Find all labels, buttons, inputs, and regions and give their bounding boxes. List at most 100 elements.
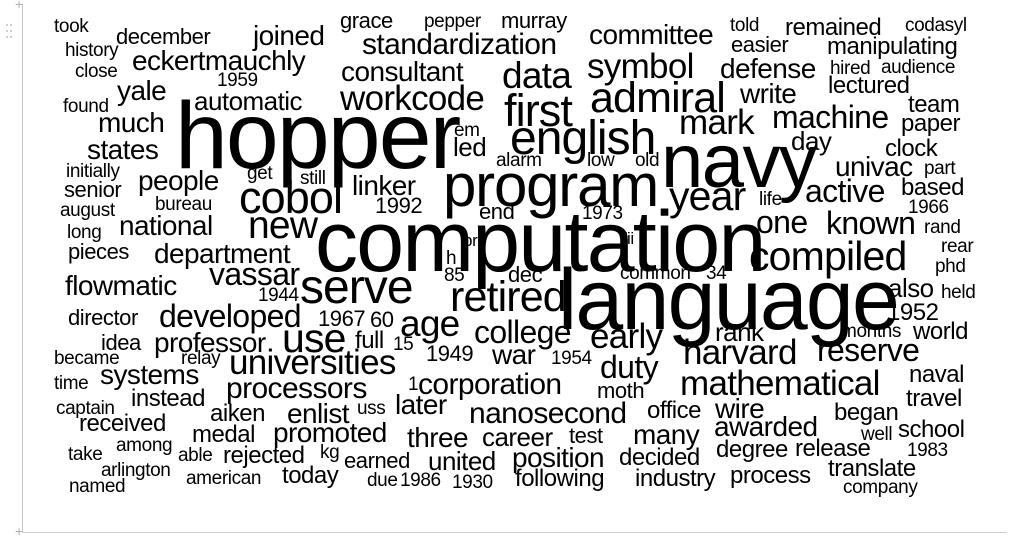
word-yale: yale (117, 75, 167, 106)
word-1930: 1930 (452, 472, 493, 493)
word-developed: developed (159, 298, 302, 334)
word-murray: murray (501, 8, 567, 33)
word-lectured: lectured (828, 72, 910, 99)
word-1: 1 (408, 374, 419, 395)
word-mark: mark (679, 103, 755, 142)
word-known: known (826, 205, 916, 241)
word-corporation: corporation (418, 368, 562, 401)
word-three: three (407, 422, 469, 453)
word-standardization: standardization (362, 28, 557, 61)
word-named: named (69, 476, 126, 497)
word-mathematical: mathematical (680, 364, 880, 403)
word-promoted: promoted (273, 417, 387, 448)
word-common: common (620, 263, 691, 284)
word-well: well (861, 424, 893, 445)
word-position: position (512, 442, 605, 473)
word-1954: 1954 (551, 348, 592, 369)
word-part: part (924, 158, 956, 179)
word-computation: computation (315, 194, 766, 290)
word-naval: naval (909, 361, 964, 388)
word-told: told (730, 15, 760, 36)
word-months: months (841, 321, 902, 342)
word-15: 15 (393, 334, 414, 355)
word-team: team (908, 91, 960, 118)
word-august: august (60, 200, 115, 221)
word-bureau: bureau (155, 194, 212, 215)
word-states: states (87, 134, 159, 165)
word-united: united (428, 446, 496, 476)
word-take: take (68, 444, 103, 465)
word-one: one (756, 204, 808, 240)
word-1959: 1959 (217, 70, 258, 91)
word-idea: idea (101, 330, 141, 355)
word-end: end (479, 199, 515, 224)
word-took: took (54, 16, 89, 37)
word-hopper: hopper (175, 83, 461, 189)
word-senior: senior (64, 177, 122, 202)
word-univac: univac (835, 151, 913, 182)
word-company: company (843, 477, 918, 498)
word-low: low (587, 150, 615, 171)
word-linker: linker (352, 170, 416, 201)
word-also: also (888, 273, 934, 303)
word-1967: 1967 (318, 306, 366, 331)
word-long: long (67, 222, 102, 243)
word-active: active (805, 173, 885, 209)
word-phd: phd (935, 256, 966, 277)
word-first: first (504, 85, 573, 136)
word-get: get (247, 163, 273, 184)
word-medal: medal (192, 421, 255, 448)
word-h: h (446, 248, 457, 269)
word-year: year (669, 173, 746, 219)
word-retired: retired (450, 273, 567, 321)
word-english: english (510, 112, 656, 165)
word-ii: ii (627, 229, 634, 248)
word-processors: processors (226, 372, 367, 405)
word-wire: wire (715, 393, 765, 424)
left-guide-line (22, 4, 23, 532)
word-eckertmauchly: eckertmauchly (132, 45, 306, 76)
word-enlist: enlist (287, 398, 350, 429)
word-later: later (395, 389, 447, 420)
word-alarm: alarm (496, 150, 542, 171)
word-career: career (482, 422, 553, 452)
word-new: new (248, 204, 318, 247)
word-awarded: awarded (714, 411, 818, 442)
word-duty: duty (600, 349, 659, 385)
drag-handle-icon[interactable] (6, 24, 12, 40)
word-60: 60 (370, 307, 394, 332)
word-office: office (647, 397, 702, 424)
word-war: war (492, 339, 536, 370)
word-defense: defense (720, 53, 816, 84)
word-1966: 1966 (908, 197, 949, 218)
word-many: many (633, 419, 700, 450)
word-symbol: symbol (587, 47, 694, 86)
word-rand: rand (924, 217, 961, 238)
word-use: use (282, 315, 346, 361)
word-captain: captain (56, 398, 115, 419)
word-early: early (590, 317, 663, 356)
word-flowmatic: flowmatic (65, 270, 177, 301)
word-harvard: harvard (683, 333, 797, 372)
word-uss: uss (357, 398, 386, 419)
word-held: held (941, 282, 976, 303)
word-universities: universities (229, 343, 396, 382)
word-data: data (502, 55, 572, 96)
word-degree: degree (716, 436, 788, 463)
word-travel: travel (906, 385, 962, 412)
word-clock: clock (885, 135, 938, 162)
word-1992: 1992 (375, 193, 423, 218)
word-remained: remained (785, 14, 882, 41)
word-grace: grace (340, 8, 393, 33)
word-moth: moth (597, 378, 645, 403)
word-relay: relay (181, 348, 221, 369)
word-arlington: arlington (101, 460, 171, 481)
word-em: em (454, 120, 480, 141)
word-received: received (79, 410, 166, 437)
word-able: able (178, 445, 213, 466)
word-began: began (834, 399, 899, 426)
word-age: age (400, 303, 460, 344)
word-full: full (355, 327, 384, 354)
word-pepper: pepper (424, 11, 481, 32)
